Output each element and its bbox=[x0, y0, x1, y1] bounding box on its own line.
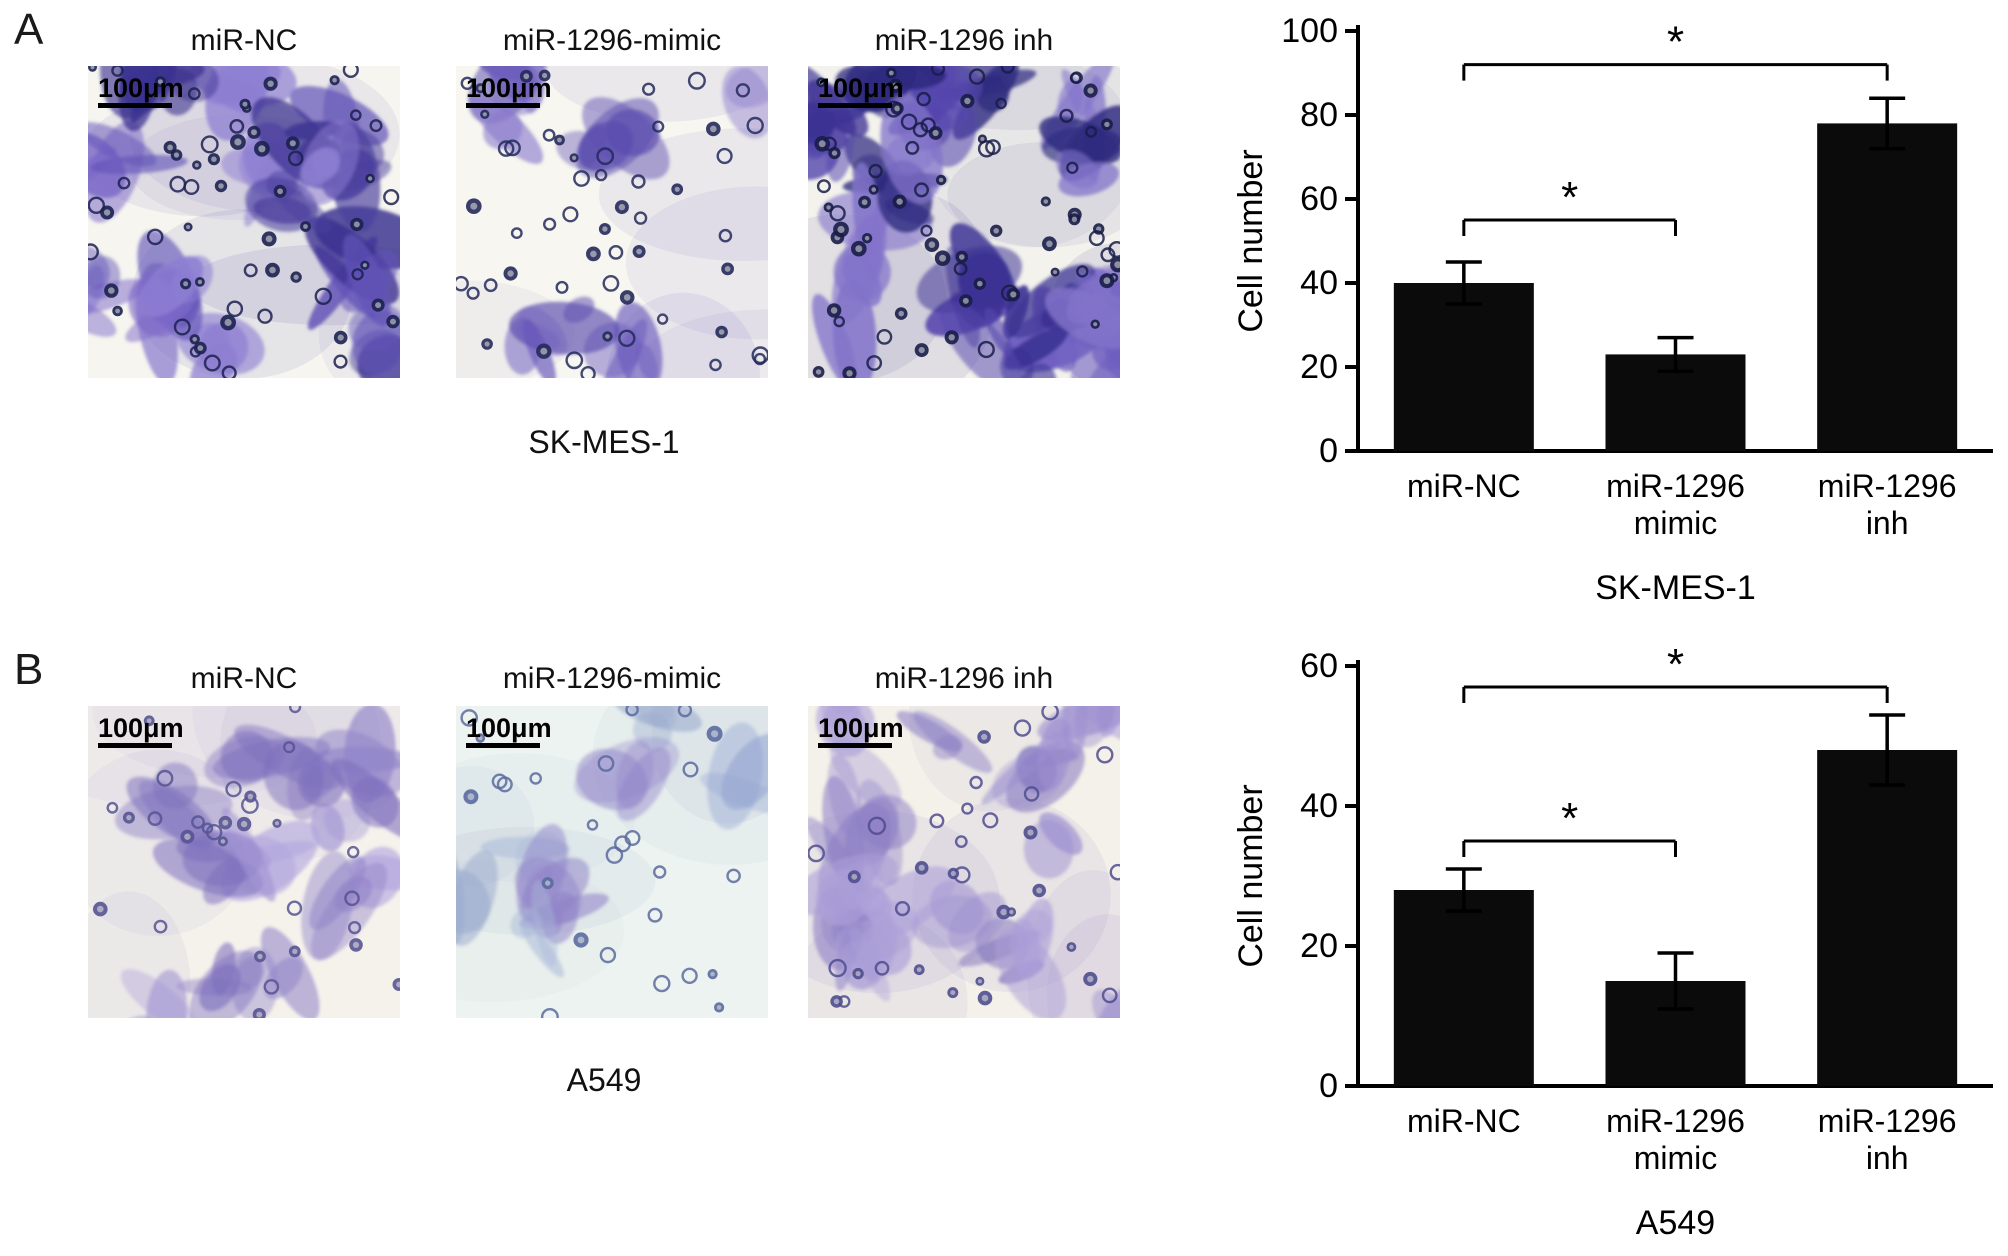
svg-text:*: * bbox=[1667, 640, 1684, 689]
scale-bar: 100μm bbox=[98, 713, 184, 749]
scale-bar: 100μm bbox=[466, 73, 552, 109]
micrograph-image bbox=[808, 66, 1120, 378]
panel-b-image-3-title: miR-1296 inh bbox=[874, 662, 1054, 695]
micrograph-panel-a-inh: 100μm bbox=[808, 66, 1120, 378]
svg-text:*: * bbox=[1561, 794, 1578, 843]
scale-bar-line bbox=[98, 743, 172, 749]
panel-a-cell-line-caption: SK-MES-1 bbox=[528, 424, 680, 460]
panel-a-image-2-title: miR-1296-mimic bbox=[502, 24, 722, 57]
micrograph-panel-b-inh: 100μm bbox=[808, 706, 1120, 1018]
micrograph-image bbox=[808, 706, 1120, 1018]
panel-b-label: B bbox=[14, 645, 44, 694]
micrograph-image bbox=[456, 706, 768, 1018]
micrograph-panel-a-mir-nc: 100μm bbox=[88, 66, 400, 378]
svg-text:miR-1296: miR-1296 bbox=[1606, 1103, 1745, 1139]
scale-bar-line bbox=[98, 103, 172, 109]
svg-text:20: 20 bbox=[1300, 348, 1338, 386]
svg-text:miR-1296: miR-1296 bbox=[1818, 468, 1957, 504]
panel-b-cell-line-caption: A549 bbox=[566, 1062, 642, 1098]
svg-text:SK-MES-1: SK-MES-1 bbox=[1595, 569, 1756, 607]
micrograph-image bbox=[456, 66, 768, 378]
micrograph-panel-b-mimic: 100μm bbox=[456, 706, 768, 1018]
svg-text:60: 60 bbox=[1300, 647, 1338, 685]
scale-bar-line bbox=[818, 103, 892, 109]
svg-text:40: 40 bbox=[1300, 787, 1338, 825]
scale-bar-label: 100μm bbox=[466, 73, 552, 103]
svg-text:*: * bbox=[1667, 18, 1684, 67]
svg-text:*: * bbox=[1561, 173, 1578, 222]
svg-text:0: 0 bbox=[1319, 432, 1338, 470]
svg-text:20: 20 bbox=[1300, 927, 1338, 965]
svg-text:A549: A549 bbox=[1636, 1204, 1715, 1242]
svg-text:100: 100 bbox=[1281, 12, 1338, 50]
svg-text:miR-1296: miR-1296 bbox=[1818, 1103, 1957, 1139]
scale-bar: 100μm bbox=[466, 713, 552, 749]
panel-a-label: A bbox=[14, 5, 44, 54]
svg-text:Cell number: Cell number bbox=[1232, 149, 1270, 332]
micrograph-image bbox=[88, 706, 400, 1018]
scale-bar-label: 100μm bbox=[98, 73, 184, 103]
scale-bar-line bbox=[466, 103, 540, 109]
panel-a-image-3-title: miR-1296 inh bbox=[874, 24, 1054, 57]
micrograph-image bbox=[88, 66, 400, 378]
svg-text:miR-NC: miR-NC bbox=[1407, 468, 1521, 504]
svg-text:40: 40 bbox=[1300, 264, 1338, 302]
panel-b-image-2-title: miR-1296-mimic bbox=[502, 662, 722, 695]
scale-bar-label: 100μm bbox=[818, 713, 904, 743]
svg-text:inh: inh bbox=[1866, 505, 1909, 541]
scale-bar-label: 100μm bbox=[818, 73, 904, 103]
svg-text:miR-NC: miR-NC bbox=[1407, 1103, 1521, 1139]
scale-bar-line bbox=[818, 743, 892, 749]
svg-text:mimic: mimic bbox=[1634, 1140, 1718, 1176]
scale-bar-label: 100μm bbox=[98, 713, 184, 743]
svg-text:60: 60 bbox=[1300, 180, 1338, 218]
scale-bar-line bbox=[466, 743, 540, 749]
svg-text:80: 80 bbox=[1300, 96, 1338, 134]
micrograph-panel-a-mimic: 100μm bbox=[456, 66, 768, 378]
scale-bar: 100μm bbox=[818, 73, 904, 109]
panel-b-image-1-title: miR-NC bbox=[190, 662, 298, 695]
svg-text:miR-1296: miR-1296 bbox=[1606, 468, 1745, 504]
micrograph-panel-b-mir-nc: 100μm bbox=[88, 706, 400, 1018]
svg-text:Cell number: Cell number bbox=[1232, 784, 1270, 967]
scale-bar: 100μm bbox=[98, 73, 184, 109]
scale-bar-label: 100μm bbox=[466, 713, 552, 743]
svg-text:mimic: mimic bbox=[1634, 505, 1718, 541]
svg-text:inh: inh bbox=[1866, 1140, 1909, 1176]
svg-text:0: 0 bbox=[1319, 1067, 1338, 1105]
scale-bar: 100μm bbox=[818, 713, 904, 749]
panel-a-image-1-title: miR-NC bbox=[190, 24, 298, 57]
